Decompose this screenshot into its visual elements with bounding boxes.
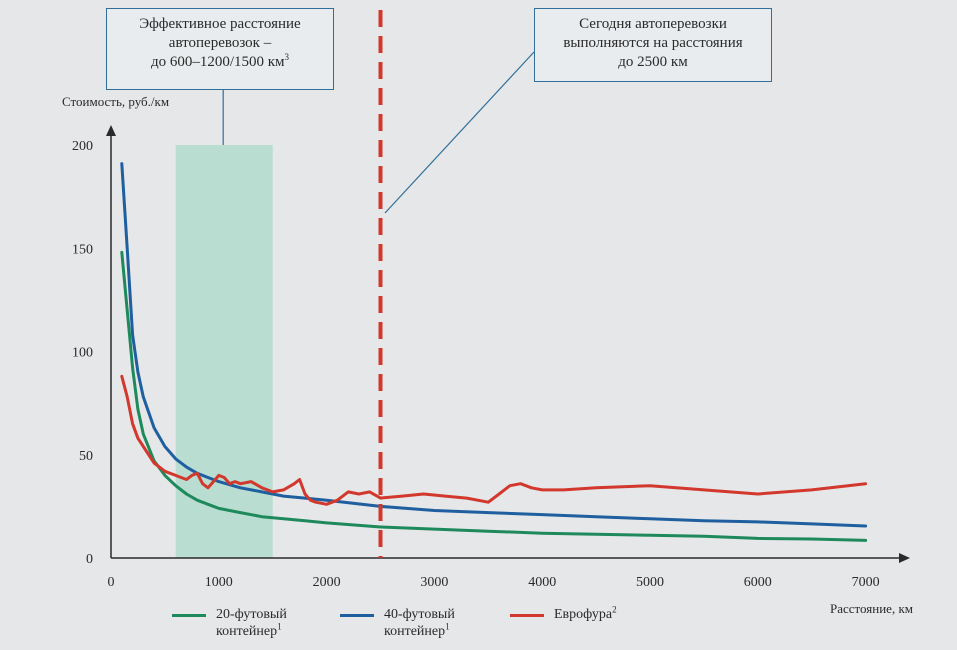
effective-zone-band <box>175 145 273 558</box>
series-40ft-line <box>120 162 868 528</box>
x-tick-label: 2000 <box>313 575 341 590</box>
legend-item-20ft: 20-футовый контейнер1 <box>172 606 332 642</box>
legend-swatch-eurotruck <box>510 614 544 617</box>
y-tick-label: 100 <box>72 346 93 361</box>
x-tick-label: 3000 <box>420 575 448 590</box>
callout-current-distance-text: Сегодня автоперевозки выполняются на рас… <box>563 16 743 70</box>
legend-label-eurotruck: Еврофура2 <box>554 604 617 623</box>
legend-name-20ft: 20-футовый контейнер <box>216 607 287 639</box>
legend-footnote-40ft: 1 <box>445 621 450 632</box>
y-tick-label: 0 <box>86 552 93 567</box>
legend-item-40ft: 40-футовый контейнер1 <box>340 606 500 642</box>
y-tick-label: 200 <box>72 139 93 154</box>
legend-label-20ft: 20-футовый контейнер1 <box>216 606 287 640</box>
legend-swatch-20ft <box>172 614 206 617</box>
y-axis-title: Стоимость, руб./км <box>62 94 169 109</box>
legend-item-eurotruck: Еврофура2 <box>510 604 670 642</box>
callout-effective-distance-text: Эффективное расстояние автоперевозок – д… <box>139 16 301 70</box>
legend-swatch-40ft <box>340 614 374 617</box>
x-tick-label: 7000 <box>852 575 880 590</box>
series-20ft-line <box>120 250 868 542</box>
legend-footnote-eurotruck: 2 <box>612 604 617 615</box>
legend-label-40ft: 40-футовый контейнер1 <box>384 606 455 640</box>
callout-current-distance: Сегодня автоперевозки выполняются на рас… <box>534 8 772 82</box>
y-axis-arrow <box>106 125 116 136</box>
x-tick-label: 0 <box>108 575 115 590</box>
legend-footnote-20ft: 1 <box>277 621 282 632</box>
series-eurotruck-line <box>120 374 868 506</box>
x-tick-label: 5000 <box>636 575 664 590</box>
x-axis-arrow <box>899 553 910 563</box>
x-tick-label: 6000 <box>744 575 772 590</box>
y-tick-label: 50 <box>79 449 93 464</box>
callout-right-leader <box>384 51 535 214</box>
x-tick-label: 4000 <box>528 575 556 590</box>
x-tick-label: 1000 <box>205 575 233 590</box>
x-axis-title: Расстояние, км <box>830 601 913 616</box>
legend-name-40ft: 40-футовый контейнер <box>384 607 455 639</box>
y-tick-label: 150 <box>72 242 93 257</box>
callout-effective-distance-footnote: 3 <box>284 52 290 62</box>
callout-effective-distance: Эффективное расстояние автоперевозок – д… <box>106 8 334 90</box>
legend-name-eurotruck: Еврофура <box>554 607 613 622</box>
